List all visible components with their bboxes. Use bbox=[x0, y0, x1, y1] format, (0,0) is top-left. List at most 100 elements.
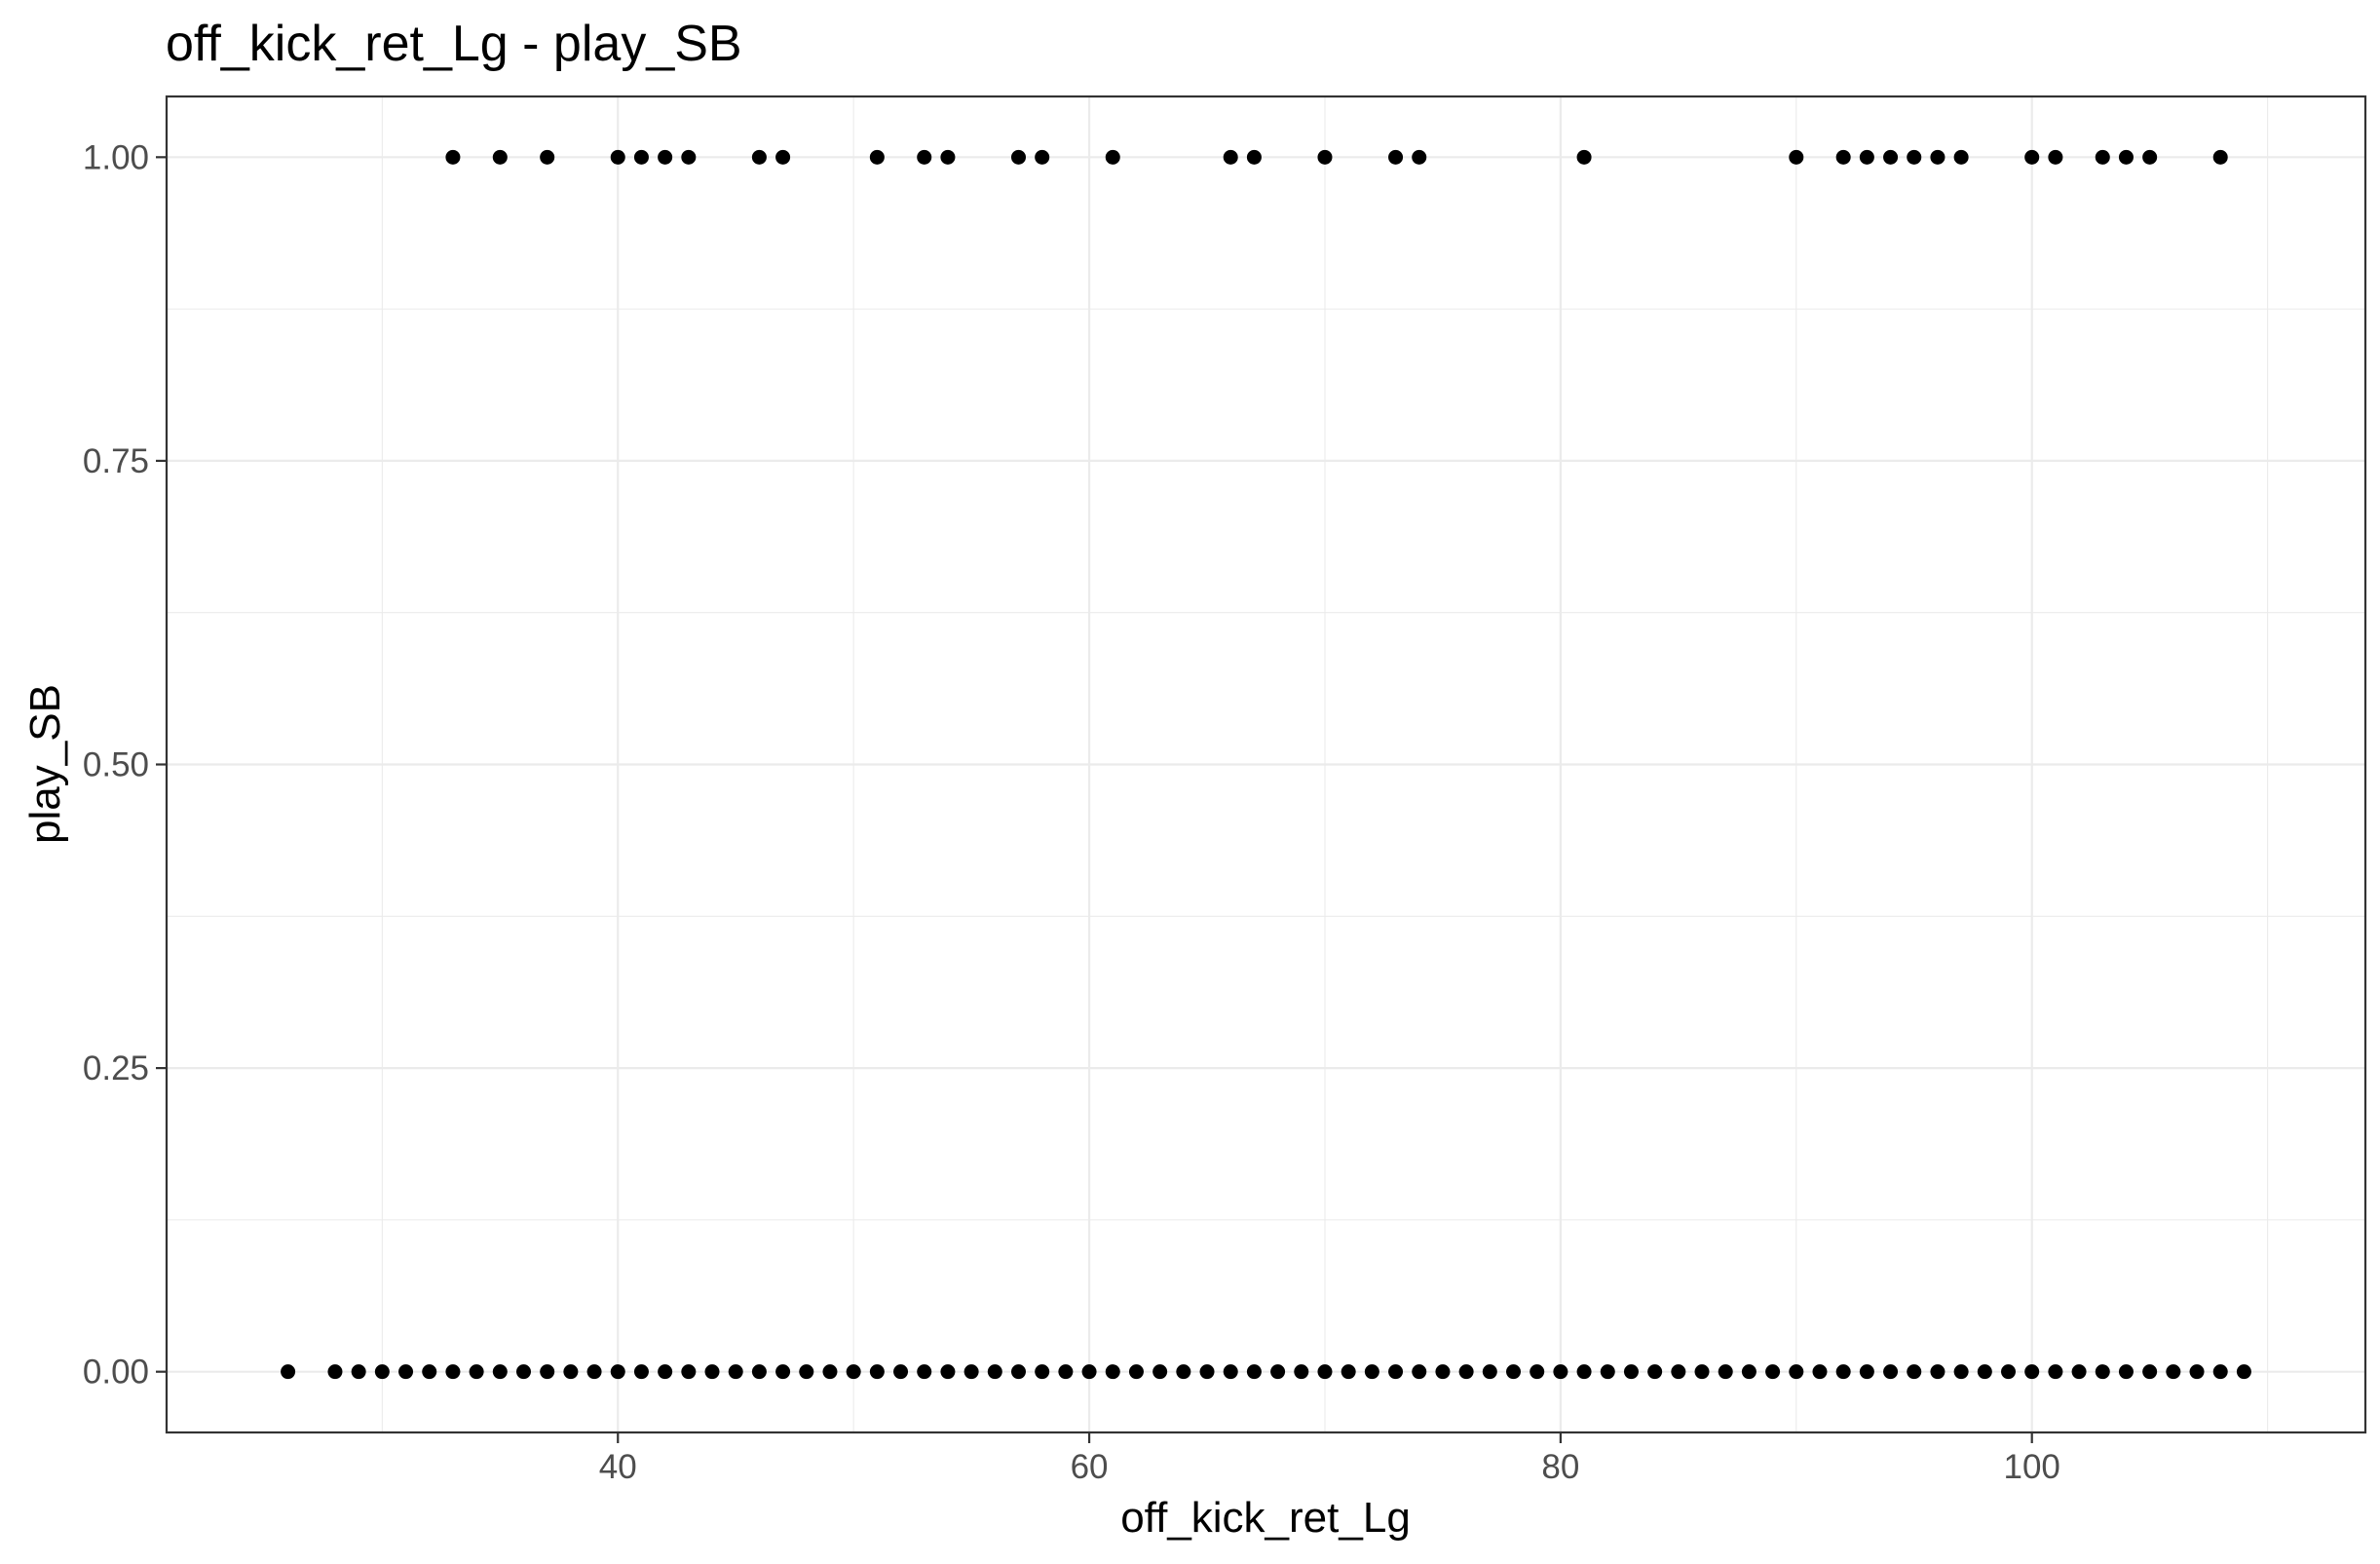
data-point bbox=[2071, 1364, 2087, 1380]
data-point bbox=[1694, 1364, 1710, 1380]
data-point bbox=[2095, 1364, 2110, 1380]
data-point bbox=[822, 1364, 838, 1380]
data-point bbox=[1058, 1364, 1074, 1380]
data-point bbox=[492, 149, 508, 165]
data-point bbox=[1317, 1364, 1333, 1380]
data-point bbox=[893, 1364, 909, 1380]
data-point bbox=[281, 1364, 296, 1380]
data-point bbox=[1789, 149, 1804, 165]
data-point bbox=[751, 149, 767, 165]
data-point bbox=[445, 1364, 461, 1380]
data-point bbox=[2166, 1364, 2181, 1380]
data-point bbox=[1010, 1364, 1026, 1380]
data-point bbox=[374, 1364, 390, 1380]
data-point bbox=[1128, 1364, 1144, 1380]
data-point bbox=[2142, 149, 2158, 165]
data-point bbox=[586, 1364, 602, 1380]
data-point bbox=[1081, 1364, 1097, 1380]
data-point bbox=[1199, 1364, 1215, 1380]
y-tick-label: 0.50 bbox=[83, 746, 149, 784]
data-point bbox=[540, 1364, 555, 1380]
data-point bbox=[775, 149, 791, 165]
data-point bbox=[1576, 149, 1592, 165]
data-point bbox=[2118, 149, 2134, 165]
data-point bbox=[1341, 1364, 1356, 1380]
data-point bbox=[1623, 1364, 1639, 1380]
data-point bbox=[1364, 1364, 1379, 1380]
x-axis-ticks: 40 60 80 100 bbox=[599, 1432, 2060, 1486]
y-tick-label: 0.75 bbox=[83, 442, 149, 480]
data-point bbox=[515, 1364, 531, 1380]
data-point bbox=[1789, 1364, 1804, 1380]
data-point bbox=[704, 1364, 720, 1380]
data-point bbox=[963, 1364, 979, 1380]
data-points bbox=[281, 149, 2251, 1380]
data-point bbox=[869, 149, 885, 165]
data-point bbox=[1412, 1364, 1427, 1380]
data-point bbox=[469, 1364, 484, 1380]
data-point bbox=[1930, 1364, 1946, 1380]
data-point bbox=[610, 1364, 625, 1380]
data-point bbox=[1223, 149, 1238, 165]
data-point bbox=[940, 149, 956, 165]
data-point bbox=[351, 1364, 366, 1380]
data-point bbox=[2095, 149, 2110, 165]
data-point bbox=[1741, 1364, 1757, 1380]
data-point bbox=[1246, 149, 1262, 165]
data-point bbox=[1105, 149, 1120, 165]
data-point bbox=[1435, 1364, 1451, 1380]
data-point bbox=[869, 1364, 885, 1380]
data-point bbox=[445, 149, 461, 165]
data-point bbox=[1176, 1364, 1191, 1380]
data-point bbox=[1953, 149, 1969, 165]
data-point bbox=[1647, 1364, 1663, 1380]
data-point bbox=[540, 149, 555, 165]
data-point bbox=[917, 1364, 932, 1380]
data-point bbox=[1953, 1364, 1969, 1380]
data-point bbox=[1105, 1364, 1120, 1380]
x-tick-label: 80 bbox=[1541, 1448, 1579, 1486]
data-point bbox=[327, 1364, 343, 1380]
data-point bbox=[1859, 1364, 1874, 1380]
data-point bbox=[1718, 1364, 1733, 1380]
data-point bbox=[728, 1364, 743, 1380]
y-tick-label: 1.00 bbox=[83, 138, 149, 176]
data-point bbox=[1530, 1364, 1545, 1380]
data-point bbox=[658, 149, 673, 165]
data-point bbox=[775, 1364, 791, 1380]
data-point bbox=[1035, 1364, 1050, 1380]
data-point bbox=[2118, 1364, 2134, 1380]
data-point bbox=[610, 149, 625, 165]
data-point bbox=[940, 1364, 956, 1380]
data-point bbox=[681, 149, 697, 165]
data-point bbox=[1812, 1364, 1828, 1380]
data-point bbox=[1977, 1364, 1992, 1380]
data-point bbox=[492, 1364, 508, 1380]
data-point bbox=[1835, 1364, 1851, 1380]
data-point bbox=[751, 1364, 767, 1380]
data-point bbox=[633, 1364, 649, 1380]
data-point bbox=[633, 149, 649, 165]
x-axis-title: off_kick_ret_Lg bbox=[1120, 1494, 1411, 1542]
data-point bbox=[1907, 1364, 1922, 1380]
data-point bbox=[2024, 149, 2040, 165]
data-point bbox=[1458, 1364, 1474, 1380]
y-tick-label: 0.25 bbox=[83, 1049, 149, 1087]
data-point bbox=[1553, 1364, 1568, 1380]
data-point bbox=[987, 1364, 1002, 1380]
data-point bbox=[2236, 1364, 2251, 1380]
x-tick-label: 100 bbox=[2003, 1448, 2059, 1486]
y-axis-ticks: 0.00 0.25 0.50 0.75 1.00 bbox=[83, 138, 167, 1392]
data-point bbox=[1294, 1364, 1309, 1380]
data-point bbox=[1223, 1364, 1238, 1380]
data-point bbox=[1035, 149, 1050, 165]
data-point bbox=[2048, 1364, 2063, 1380]
data-point bbox=[1388, 1364, 1404, 1380]
data-point bbox=[1317, 149, 1333, 165]
data-point bbox=[2024, 1364, 2040, 1380]
data-point bbox=[1765, 1364, 1781, 1380]
data-point bbox=[1412, 149, 1427, 165]
data-point bbox=[658, 1364, 673, 1380]
